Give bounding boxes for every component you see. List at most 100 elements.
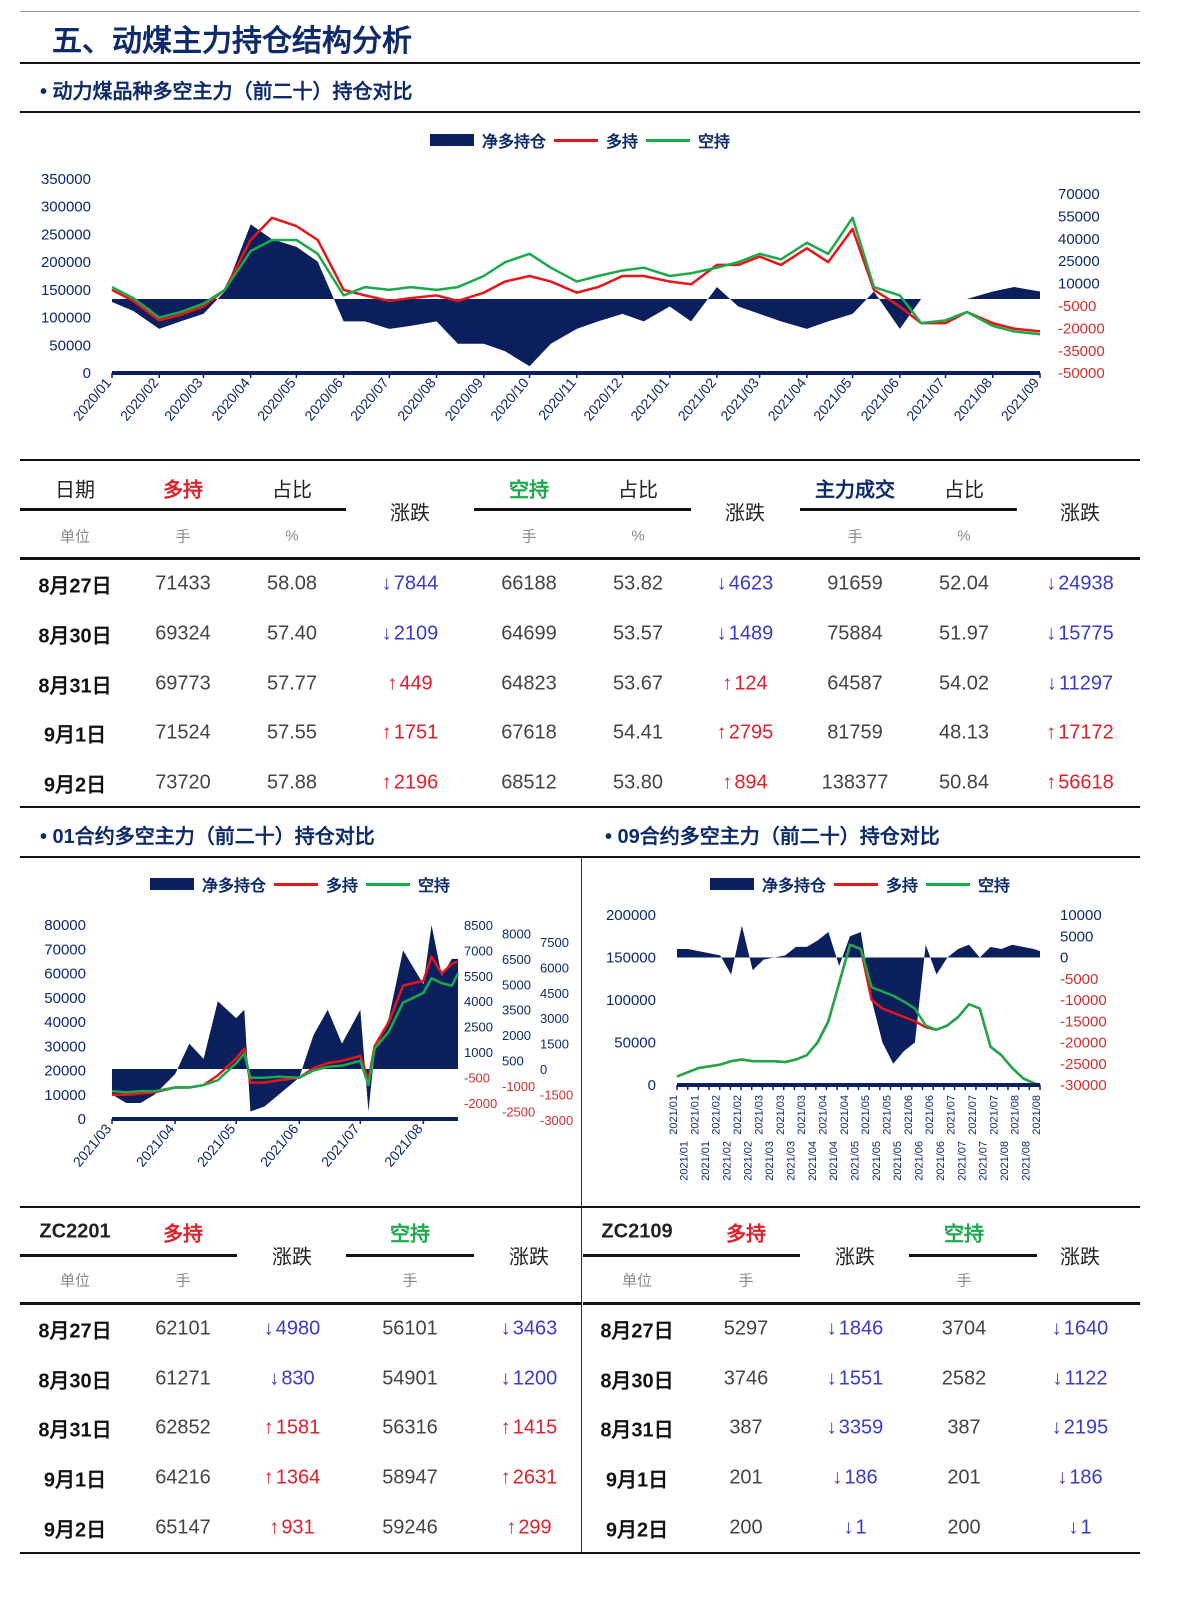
arrow-down-icon: ↓	[1046, 622, 1057, 645]
row-volume: 81759	[827, 721, 883, 744]
row-short-change: ↑ 124	[722, 673, 767, 696]
row-long-change: ↓ 4980	[264, 1318, 321, 1341]
header-underline	[474, 508, 691, 511]
row-short: 68512	[501, 771, 557, 794]
legend-long-swatch	[273, 882, 318, 886]
row-long-pct: 57.77	[266, 672, 318, 695]
header-underline	[346, 1254, 474, 1257]
y-left-tick-label: 100000	[41, 310, 91, 327]
y-right-tick-label: 3000	[540, 1011, 569, 1026]
row-long: 61271	[155, 1367, 211, 1390]
chart-2: 8000070000600005000040000300002000010000…	[44, 917, 573, 1170]
x-tick-label: 2021/06	[857, 374, 902, 423]
x-tick-label: 2021/07	[978, 1141, 990, 1181]
row-short-change: ↓ 1489	[717, 623, 774, 646]
x-tick-label: 2021/03	[785, 1141, 797, 1181]
row-volume-pct: 51.97	[938, 622, 990, 645]
row-date: 8月30日	[38, 625, 112, 648]
row-date: 9月1日	[605, 1469, 669, 1492]
row-volume-change-value: 56618	[1058, 771, 1114, 794]
legend-net-label: 净多持仓	[481, 134, 546, 151]
row-short: 56101	[382, 1317, 438, 1340]
header-contract: ZC2201	[39, 1220, 111, 1243]
header-long-change: 涨跌	[272, 1246, 312, 1269]
row-volume: 64587	[827, 672, 883, 695]
arrow-up-icon: ↑	[381, 721, 392, 744]
x-tick-label: 2021/02	[743, 1141, 755, 1181]
y-right-tick-label: 10000	[1060, 907, 1102, 924]
arrow-up-icon: ↑	[1046, 771, 1057, 794]
unit-lots: 手	[956, 1272, 972, 1290]
arrow-down-icon: ↓	[1051, 1317, 1062, 1340]
row-long-change-value: 2109	[393, 622, 439, 645]
chart3-legend: 净多持仓 多持 空持	[709, 872, 1010, 896]
legend-long-label: 多持	[605, 134, 639, 151]
arrow-up-icon: ↑	[506, 1516, 517, 1539]
section-heading-1: • 动力煤品种多空主力（前二十）持仓对比	[40, 81, 413, 103]
y-left-tick-label: 10000	[44, 1087, 86, 1104]
row-short-change: ↓ 1640	[1052, 1318, 1109, 1341]
x-tick-label: 2020/09	[441, 374, 486, 423]
legend-short-swatch	[646, 138, 691, 142]
row-short-change-value: 4623	[728, 572, 774, 595]
header-volume-change: 涨跌	[1060, 502, 1100, 525]
unit-pct: %	[285, 527, 299, 545]
row-short: 3704	[941, 1317, 987, 1340]
x-tick-label: 2021/03	[764, 1141, 776, 1181]
arrow-down-icon: ↓	[1052, 1367, 1063, 1390]
row-long-change: ↓ 1	[843, 1517, 866, 1540]
y-right-tick-label: 1000	[464, 1045, 493, 1060]
x-tick-label: 2021/06	[924, 1095, 936, 1135]
x-tick-label: 2021/04	[828, 1141, 840, 1181]
row-date: 8月27日	[38, 1320, 112, 1343]
row-short: 2582	[941, 1367, 987, 1390]
row-short-change-value: 1	[1080, 1516, 1092, 1539]
row-short-change: ↓ 1122	[1052, 1368, 1107, 1391]
y-right-tick-label: -1000	[502, 1079, 535, 1094]
row-short-change-value: 1640	[1063, 1317, 1109, 1340]
y-right-tick-label: 5000	[1060, 928, 1093, 945]
row-long: 69773	[155, 672, 211, 695]
y-left-tick-label: 30000	[44, 1038, 86, 1055]
row-short-change-value: 124	[734, 672, 768, 695]
legend-net-swatch	[709, 878, 754, 890]
x-tick-label: 2021/06	[903, 1095, 915, 1135]
arrow-down-icon: ↓	[826, 1367, 837, 1390]
section-rule-2	[20, 856, 1140, 858]
row-short-change-value: 2631	[512, 1466, 558, 1489]
x-tick-label: 2021/01	[689, 1095, 701, 1135]
unit-lots: 手	[738, 1272, 754, 1290]
x-tick-label: 2021/08	[1010, 1095, 1022, 1135]
row-long: 71433	[155, 572, 211, 595]
row-long-change: ↑ 1581	[264, 1417, 321, 1440]
row-volume-change-value: 17172	[1058, 721, 1114, 744]
row-long: 3746	[723, 1367, 769, 1390]
header-underline	[800, 508, 1017, 511]
y-right-tick-label: 0	[1060, 950, 1068, 967]
row-long: 62852	[155, 1416, 211, 1439]
header-long: 多持	[163, 479, 203, 502]
unit-pct: %	[631, 527, 645, 545]
x-tick-label: 2021/07	[318, 1120, 363, 1169]
row-long-pct: 57.88	[266, 771, 318, 794]
row-date: 9月1日	[43, 1469, 107, 1492]
row-volume-pct: 52.04	[938, 572, 990, 595]
row-short: 64699	[501, 622, 557, 645]
x-tick-label: 2021/03	[796, 1095, 808, 1135]
header-long: 多持	[163, 1223, 203, 1246]
header-long: 多持	[726, 1223, 766, 1246]
x-tick-label: 2021/06	[257, 1120, 302, 1169]
header-volume: 主力成交	[815, 479, 895, 502]
row-short-change: ↑ 2795	[717, 722, 774, 745]
section-heading-3: • 09合约多空主力（前二十）持仓对比	[605, 826, 940, 848]
header-long-change: 涨跌	[390, 502, 430, 525]
row-long-change-value: 2196	[393, 771, 439, 794]
row-short-pct: 54.41	[612, 721, 664, 744]
row-long: 65147	[155, 1516, 211, 1539]
header-date: 日期	[55, 479, 95, 502]
x-tick-label: 2021/02	[674, 374, 719, 423]
legend-short-label: 空持	[698, 134, 731, 151]
legend-long-label: 多持	[885, 878, 919, 895]
row-long-change-value: 449	[399, 672, 433, 695]
